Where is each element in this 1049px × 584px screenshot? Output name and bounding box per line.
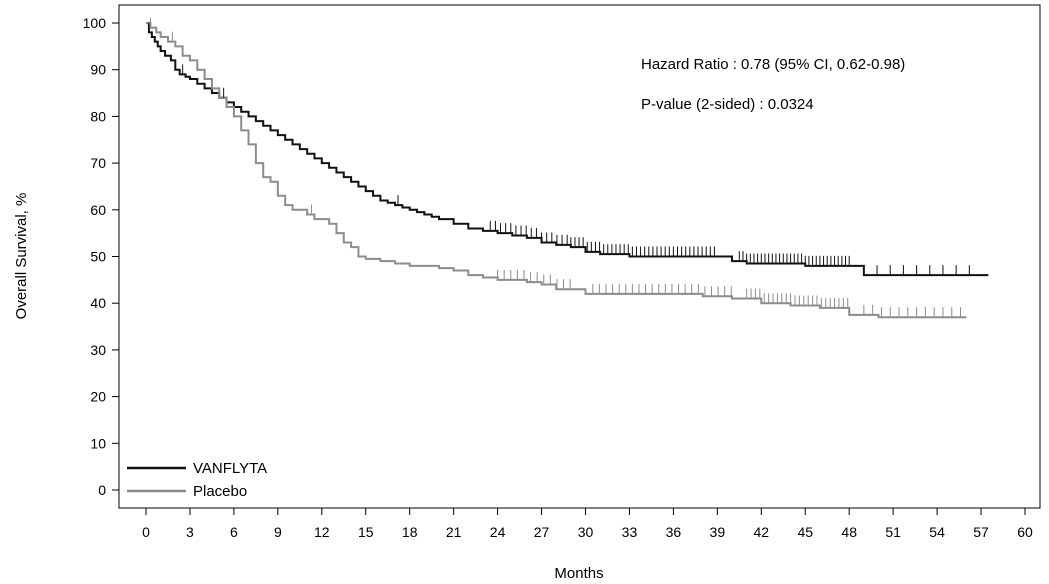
x-axis: 0 3 6 9 12 15 18 21 24 27 30 33 36 39 42 45 48 51 54 57 60 — [142, 508, 1033, 540]
x-tick-label: 18 — [402, 524, 418, 540]
x-tick-label: 24 — [490, 524, 506, 540]
y-tick-label: 70 — [90, 155, 106, 171]
x-tick-label: 51 — [885, 524, 901, 540]
series-line-vanflyta — [146, 22, 989, 277]
legend-label-placebo: Placebo — [193, 483, 247, 500]
x-tick-label: 12 — [314, 524, 330, 540]
y-tick-label: 10 — [90, 435, 106, 451]
x-tick-label: 57 — [973, 524, 989, 540]
x-tick-label: 0 — [142, 524, 150, 540]
x-tick-label: 45 — [797, 524, 813, 540]
y-axis: 0 10 20 30 40 50 60 70 80 90 100 — [83, 15, 119, 498]
y-tick-label: 100 — [83, 15, 107, 31]
annotation-hazard-ratio: Hazard Ratio : 0.78 (95% CI, 0.62-0.98) — [641, 56, 905, 73]
x-tick-label: 3 — [186, 524, 194, 540]
x-axis-title: Months — [554, 565, 603, 582]
y-tick-label: 40 — [90, 295, 106, 311]
x-tick-label: 36 — [666, 524, 682, 540]
x-tick-label: 48 — [841, 524, 857, 540]
x-tick-label: 9 — [274, 524, 282, 540]
legend: VANFLYTA Placebo — [127, 460, 267, 500]
y-tick-label: 30 — [90, 342, 106, 358]
y-tick-label: 0 — [98, 482, 106, 498]
x-tick-label: 60 — [1017, 524, 1033, 540]
y-axis-title: Overall Survival, % — [13, 193, 30, 320]
x-tick-label: 30 — [578, 524, 594, 540]
x-tick-label: 15 — [358, 524, 374, 540]
x-tick-label: 54 — [929, 524, 945, 540]
series-layer — [146, 22, 989, 319]
legend-label-vanflyta: VANFLYTA — [193, 460, 267, 477]
plot-frame — [118, 4, 1041, 509]
x-tick-label: 39 — [710, 524, 726, 540]
x-tick-label: 42 — [754, 524, 770, 540]
y-tick-label: 20 — [90, 389, 106, 405]
y-tick-label: 50 — [90, 249, 106, 265]
series-line-placebo — [146, 22, 967, 319]
x-tick-label: 33 — [622, 524, 638, 540]
x-tick-label: 27 — [534, 524, 550, 540]
x-tick-label: 21 — [446, 524, 462, 540]
x-tick-label: 6 — [230, 524, 238, 540]
censor-layer — [148, 17, 970, 318]
y-tick-label: 60 — [90, 202, 106, 218]
y-tick-label: 80 — [90, 108, 106, 124]
y-tick-label: 90 — [90, 62, 106, 78]
annotation-p-value: P-value (2-sided) : 0.0324 — [641, 96, 814, 113]
